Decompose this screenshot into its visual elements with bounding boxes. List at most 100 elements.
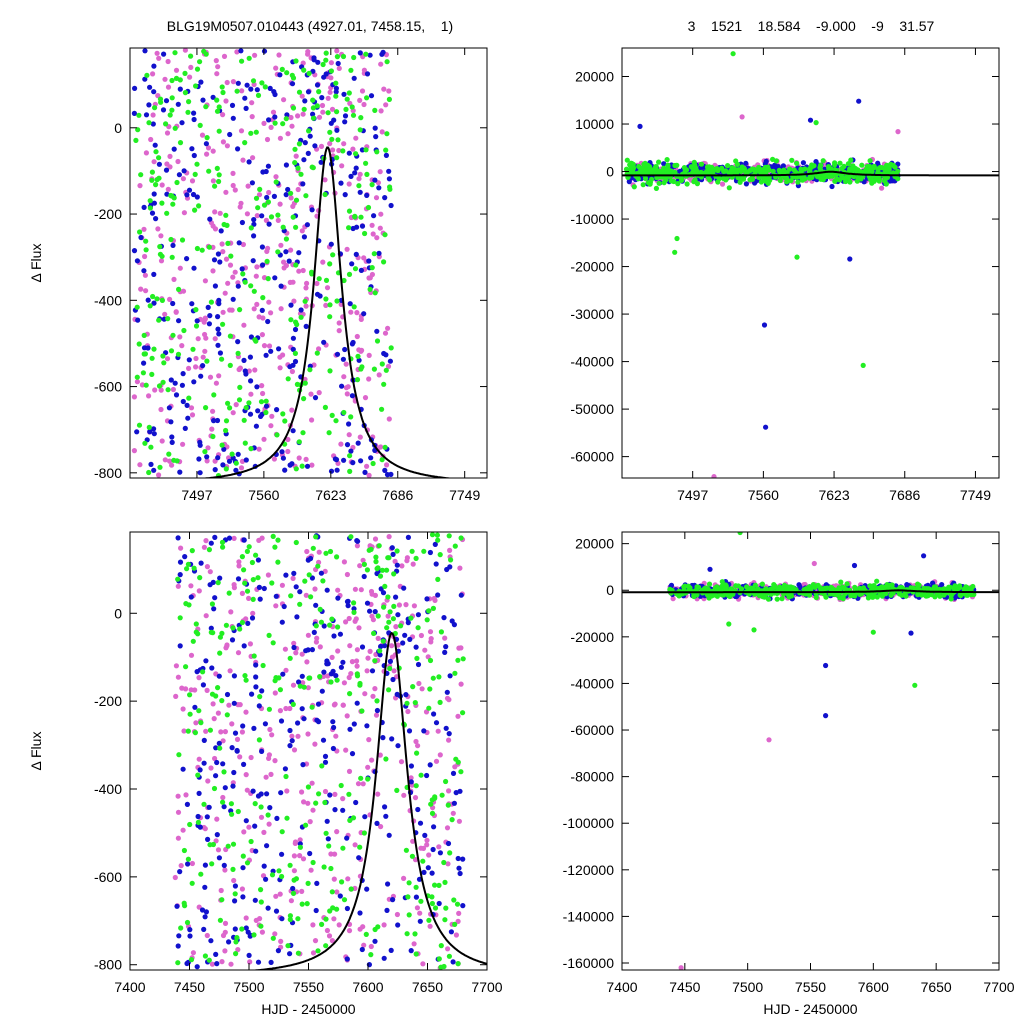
data-point: [342, 113, 349, 119]
data-point: [221, 221, 227, 228]
data-point: [424, 596, 430, 602]
data-point: [327, 302, 333, 308]
data-point: [317, 293, 323, 299]
data-point: [309, 575, 315, 581]
data-point: [175, 943, 181, 949]
data-point: [308, 555, 314, 562]
data-point: [222, 729, 228, 735]
data-point: [227, 668, 233, 674]
data-point: [382, 195, 388, 201]
data-point: [756, 593, 763, 599]
data-point: [341, 374, 347, 380]
data-point: [202, 884, 208, 890]
data-point: [405, 708, 411, 715]
data-point: [298, 314, 304, 320]
data-point: [161, 51, 167, 57]
data-point: [230, 866, 236, 873]
data-point: [146, 469, 152, 476]
data-point: [278, 283, 284, 289]
data-point: [793, 174, 799, 180]
data-point: [253, 662, 259, 668]
data-point: [134, 258, 140, 264]
data-point: [364, 171, 370, 177]
data-point: [354, 310, 360, 316]
data-point: [251, 288, 257, 294]
data-point: [802, 166, 808, 172]
data-point: [429, 900, 435, 907]
data-point: [253, 195, 260, 201]
data-point: [272, 114, 278, 120]
data-point: [390, 551, 396, 558]
data-point: [341, 559, 347, 565]
x-tick-label: 7400: [114, 979, 145, 995]
y-tick-label: 20000: [575, 69, 614, 85]
data-point: [310, 111, 316, 117]
data-point: [287, 655, 293, 661]
data-point: [232, 926, 238, 932]
data-point: [314, 103, 320, 109]
data-point: [321, 339, 327, 345]
data-point: [412, 700, 418, 706]
data-point: [290, 335, 296, 341]
data-point: [322, 759, 329, 765]
data-point: [297, 683, 303, 689]
data-point: [290, 214, 296, 220]
data-point: [143, 238, 149, 244]
outlier-point: [847, 256, 853, 262]
data-point: [149, 169, 155, 175]
data-point: [156, 383, 163, 389]
data-point: [153, 182, 159, 188]
data-point: [232, 883, 238, 889]
data-point: [131, 110, 137, 116]
data-point: [224, 143, 230, 149]
data-point: [460, 710, 466, 716]
data-point: [203, 658, 209, 664]
data-point: [248, 86, 254, 92]
data-point: [415, 806, 421, 813]
data-point: [290, 890, 297, 897]
data-point: [199, 247, 205, 253]
data-point: [328, 671, 334, 677]
data-point: [220, 544, 226, 550]
data-point: [132, 85, 138, 91]
data-point: [168, 419, 174, 425]
data-point: [363, 160, 369, 166]
data-point: [249, 100, 255, 106]
data-point: [188, 687, 194, 693]
data-point: [373, 134, 379, 140]
data-point: [394, 548, 400, 554]
data-point: [385, 613, 391, 619]
data-point: [296, 679, 302, 685]
data-point: [293, 584, 299, 590]
data-point: [799, 177, 806, 183]
data-point: [334, 906, 340, 912]
data-point: [624, 157, 630, 163]
data-point: [243, 915, 249, 921]
data-point: [392, 558, 398, 565]
data-point: [879, 185, 885, 191]
data-point: [430, 846, 436, 853]
data-point: [405, 534, 411, 541]
data-point: [321, 864, 327, 870]
data-point: [293, 539, 299, 546]
data-point: [286, 258, 292, 264]
data-point: [671, 178, 677, 185]
data-point: [435, 537, 441, 543]
data-point: [291, 868, 297, 874]
data-point: [229, 102, 236, 108]
data-point: [250, 610, 256, 617]
data-point: [231, 877, 237, 884]
data-point: [234, 88, 240, 94]
data-point: [219, 698, 225, 704]
data-point: [205, 304, 211, 310]
data-point: [702, 586, 708, 592]
data-point: [252, 52, 258, 58]
data-point: [372, 536, 379, 542]
data-point: [241, 829, 247, 835]
data-point: [191, 110, 197, 116]
data-point: [354, 700, 360, 706]
y-tick-label: -60000: [570, 449, 614, 465]
data-point: [264, 843, 270, 849]
y-tick-label: -30000: [570, 306, 614, 322]
data-point: [148, 444, 154, 450]
